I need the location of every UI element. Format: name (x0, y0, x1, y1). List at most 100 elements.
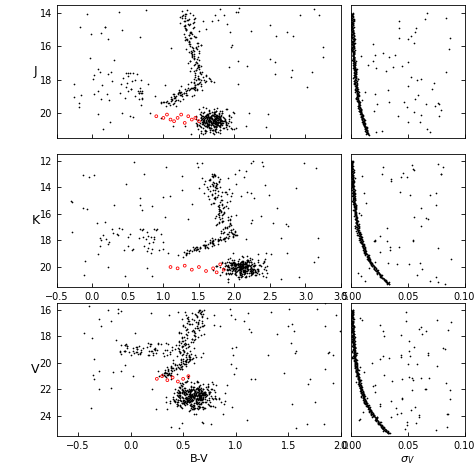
Point (427, 128, 434, 136)
Point (190, 246, 198, 254)
Point (155, 340, 162, 348)
Point (432, 427, 440, 434)
Point (352, 68, 359, 75)
Point (171, 94, 178, 102)
Point (202, 392, 210, 400)
Point (208, 200, 215, 207)
Point (237, 265, 244, 273)
Point (202, 26, 210, 33)
Point (188, 396, 195, 404)
Point (229, 230, 237, 238)
Point (355, 100, 363, 107)
Point (191, 79, 198, 87)
Point (214, 128, 222, 136)
Point (203, 127, 210, 135)
Point (353, 372, 360, 379)
Point (158, 371, 165, 378)
Point (212, 180, 219, 187)
Point (232, 8, 240, 16)
Point (353, 372, 360, 379)
Point (239, 260, 247, 268)
Point (414, 91, 422, 99)
Point (209, 180, 216, 188)
Point (211, 117, 219, 124)
Point (364, 127, 371, 134)
Point (405, 337, 412, 345)
Point (195, 184, 203, 191)
Point (243, 167, 250, 175)
Point (124, 233, 131, 241)
Point (181, 323, 189, 331)
Point (351, 203, 358, 211)
Point (175, 88, 182, 95)
Point (178, 393, 186, 401)
Point (197, 395, 205, 402)
Point (195, 319, 202, 327)
Point (178, 399, 185, 407)
Point (357, 393, 365, 401)
Point (206, 388, 214, 396)
Point (153, 375, 161, 383)
Point (223, 121, 230, 129)
Point (352, 63, 359, 71)
Point (191, 387, 199, 395)
Point (172, 360, 179, 368)
Point (221, 263, 228, 270)
Point (352, 214, 360, 221)
Point (349, 309, 356, 317)
Point (179, 95, 187, 102)
Point (212, 108, 220, 115)
Point (211, 183, 219, 191)
Point (349, 171, 356, 179)
Point (357, 233, 365, 240)
Point (227, 192, 235, 200)
Point (358, 391, 366, 399)
Point (179, 346, 187, 353)
Point (366, 403, 374, 411)
Point (218, 116, 225, 124)
Point (351, 340, 358, 347)
Point (369, 359, 376, 367)
Point (351, 194, 359, 202)
Point (356, 100, 363, 108)
Point (93, 219, 101, 227)
Point (86, 173, 93, 181)
Point (364, 255, 372, 262)
Point (357, 237, 365, 244)
Point (228, 226, 235, 234)
Point (189, 403, 197, 411)
Point (355, 100, 363, 108)
Point (176, 391, 183, 398)
Point (262, 273, 269, 281)
Point (179, 397, 187, 404)
Point (363, 399, 371, 406)
Point (214, 114, 221, 122)
Point (204, 123, 211, 131)
Point (143, 247, 151, 255)
Point (134, 350, 142, 358)
Point (193, 388, 201, 396)
Point (215, 187, 222, 195)
Point (360, 241, 367, 248)
Point (236, 270, 244, 278)
Point (359, 110, 366, 118)
Point (193, 384, 201, 392)
Point (364, 251, 372, 259)
Point (188, 397, 195, 404)
Point (365, 407, 373, 415)
Point (219, 211, 226, 219)
Point (232, 228, 239, 235)
Point (361, 243, 368, 251)
Point (187, 67, 194, 75)
Point (354, 226, 361, 233)
Point (209, 237, 216, 244)
Point (254, 258, 262, 266)
Point (347, 26, 355, 34)
Point (210, 395, 217, 403)
Point (172, 103, 180, 110)
Point (224, 198, 231, 205)
Point (350, 43, 357, 50)
Point (200, 349, 207, 357)
Point (362, 127, 369, 135)
Point (213, 120, 220, 128)
